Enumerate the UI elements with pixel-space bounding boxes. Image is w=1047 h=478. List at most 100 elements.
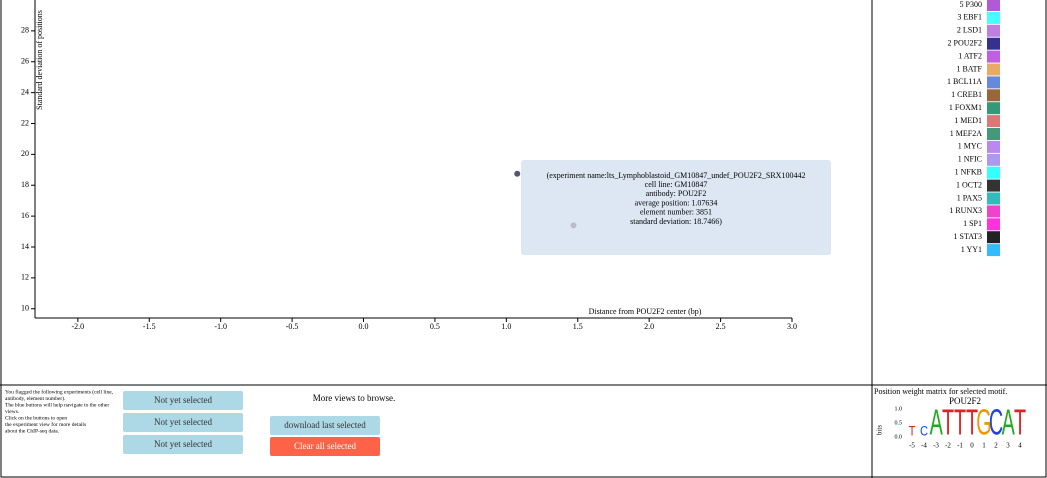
y-tick-label: 22 bbox=[21, 118, 29, 127]
motif-y-tick: 1.0 bbox=[895, 406, 903, 412]
legend-swatch bbox=[987, 63, 1000, 76]
legend-label: 1 BATF bbox=[956, 64, 982, 73]
motif-position: -3 bbox=[933, 442, 939, 450]
instruction: The blue buttons will help navigate to t… bbox=[5, 402, 109, 408]
motif-letter: C bbox=[920, 424, 928, 439]
motif-letter: T bbox=[942, 404, 954, 444]
legend-swatch bbox=[987, 115, 1000, 128]
x-tick-label: 0.0 bbox=[359, 322, 369, 331]
legend-swatch bbox=[987, 205, 1000, 218]
legend-label: 1 RUNX3 bbox=[949, 206, 982, 215]
instruction: You flagged the following experiments (c… bbox=[5, 388, 114, 395]
legend-swatch bbox=[987, 102, 1000, 115]
motif-letter: T bbox=[954, 404, 966, 444]
tooltip-line: standard deviation: 18.7466) bbox=[630, 217, 722, 226]
x-tick-label: -2.0 bbox=[72, 322, 85, 331]
download-button[interactable]: download last selected bbox=[270, 416, 380, 435]
motif-position: 2 bbox=[994, 442, 998, 450]
x-tick-label: 1.0 bbox=[501, 322, 511, 331]
legend-swatch bbox=[987, 50, 1000, 63]
legend-swatch bbox=[987, 76, 1000, 89]
y-tick-label: 20 bbox=[21, 149, 29, 158]
legend-label: 5 P300 bbox=[960, 0, 982, 9]
y-tick-label: 12 bbox=[21, 273, 29, 282]
motif-y-tick: 0.0 bbox=[895, 434, 903, 440]
instruction: views. bbox=[5, 409, 20, 415]
legend-label: 1 ATF2 bbox=[958, 51, 982, 60]
legend-swatch bbox=[987, 37, 1000, 50]
motif-letter: T bbox=[966, 404, 978, 444]
legend-swatch bbox=[987, 244, 1000, 257]
legend-label: 2 POU2F2 bbox=[948, 39, 982, 48]
instruction: about the ChIP-seq data. bbox=[5, 428, 60, 434]
tooltip-line: cell line: GM10847 bbox=[645, 180, 708, 189]
legend-label: 1 NFIC bbox=[958, 155, 982, 164]
legend-label: 1 BCL11A bbox=[947, 77, 982, 86]
motif-y-label: bits bbox=[876, 425, 884, 435]
x-tick-label: 2.0 bbox=[644, 322, 654, 331]
legend-label: 1 YY1 bbox=[961, 245, 982, 254]
legend-swatch bbox=[987, 192, 1000, 205]
legend-swatch bbox=[987, 11, 1000, 24]
motif-letter: A bbox=[930, 404, 944, 444]
legend-label: 1 OCT2 bbox=[956, 180, 982, 189]
legend-swatch bbox=[987, 166, 1000, 179]
x-tick-label: 2.5 bbox=[716, 322, 726, 331]
y-tick-label: 18 bbox=[21, 180, 29, 189]
y-tick-label: 24 bbox=[21, 87, 29, 96]
motif-letter: T bbox=[909, 424, 916, 439]
x-tick-label: 1.5 bbox=[573, 322, 583, 331]
point bbox=[570, 222, 577, 229]
instruction: antibody, element number). bbox=[5, 395, 66, 402]
legend-swatch bbox=[987, 128, 1000, 140]
legend-swatch bbox=[987, 89, 1000, 102]
motif-y-tick: 0.5 bbox=[895, 420, 903, 426]
motif-name: POU2F2 bbox=[949, 396, 981, 406]
legend-label: 1 CREB1 bbox=[951, 90, 982, 99]
selected-button[interactable]: Not yet selected bbox=[123, 391, 243, 410]
x-tick-label: -1.0 bbox=[214, 322, 227, 331]
x-axis-label: Distance from POU2F2 center (bp) bbox=[589, 307, 702, 316]
more-views: More views to browse. bbox=[312, 393, 396, 403]
x-tick-label: 3.0 bbox=[787, 322, 797, 331]
motif-position: 1 bbox=[982, 442, 986, 450]
instruction: the experiment view for more details bbox=[5, 421, 86, 428]
motif-position: -4 bbox=[921, 442, 927, 450]
y-tick-label: 14 bbox=[21, 242, 29, 251]
y-tick-label: 26 bbox=[21, 57, 29, 66]
clear-button[interactable]: Clear all selected bbox=[270, 437, 380, 456]
y-tick-label: 16 bbox=[21, 211, 29, 220]
motif-title: Position weight matrix for selected moti… bbox=[874, 387, 1007, 396]
legend-swatch bbox=[987, 231, 1000, 244]
tooltip bbox=[521, 160, 831, 255]
tooltip-line: element number: 3851 bbox=[640, 208, 712, 217]
legend-label: 1 SP1 bbox=[963, 219, 982, 228]
tooltip-line: average position: 1.07634 bbox=[635, 198, 718, 207]
legend-label: 1 NFKB bbox=[955, 168, 982, 177]
y-tick-label: 10 bbox=[21, 304, 29, 313]
x-tick-label: 0.5 bbox=[430, 322, 440, 331]
motif-position: -2 bbox=[945, 442, 951, 450]
y-axis-label: Standard deviation of positions bbox=[35, 10, 44, 110]
legend-label: 1 PAX5 bbox=[957, 193, 982, 202]
motif-letter: T bbox=[1014, 404, 1026, 444]
motif-letter: C bbox=[989, 404, 1003, 444]
tooltip-line: antibody: POU2F2 bbox=[646, 189, 707, 198]
x-tick-label: -0.5 bbox=[286, 322, 299, 331]
motif-position: -1 bbox=[957, 442, 963, 450]
legend-swatch bbox=[987, 179, 1000, 192]
legend-label: 2 LSD1 bbox=[957, 26, 982, 35]
x-tick-label: -1.5 bbox=[143, 322, 156, 331]
point bbox=[514, 170, 521, 177]
y-tick-label: 28 bbox=[21, 26, 29, 35]
legend-label: 3 EBF1 bbox=[957, 13, 982, 22]
legend-swatch bbox=[987, 24, 1000, 37]
selected-button[interactable]: Not yet selected bbox=[123, 435, 243, 454]
legend-label: 1 MED1 bbox=[954, 116, 982, 125]
legend-swatch bbox=[987, 0, 1000, 11]
legend-swatch bbox=[987, 218, 1000, 231]
selected-button[interactable]: Not yet selected bbox=[123, 413, 243, 432]
legend-swatch bbox=[987, 153, 1000, 166]
